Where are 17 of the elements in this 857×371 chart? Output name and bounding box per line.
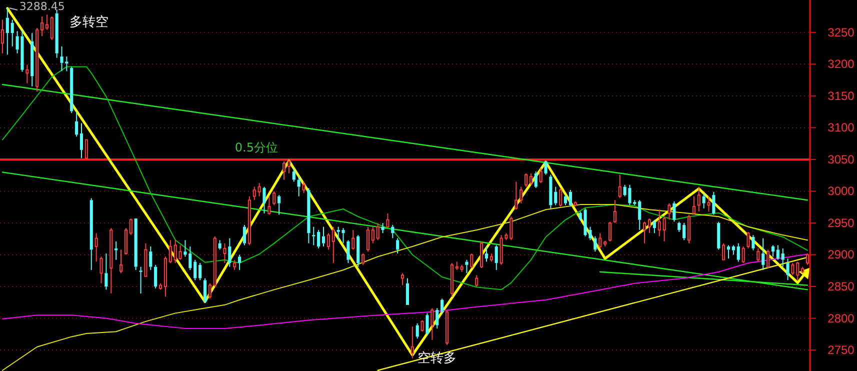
- line-series: [2, 204, 808, 371]
- y-tick-label: 3150: [828, 88, 855, 103]
- y-tick-label: 3250: [828, 25, 855, 40]
- annotation: 3288.45: [19, 0, 65, 13]
- y-tick-label: 2800: [828, 311, 855, 326]
- line-series: [2, 66, 808, 290]
- y-tick-label: 2850: [828, 280, 855, 294]
- y-tick-label: 2900: [828, 248, 855, 262]
- y-tick-label: 3100: [828, 120, 855, 135]
- y-tick-label: 2950: [828, 216, 855, 230]
- ref-line-label: 0.5分位: [234, 140, 278, 154]
- line-series: [2, 254, 808, 329]
- y-tick-label: 3000: [828, 184, 855, 198]
- y-tick-label: 2750: [828, 343, 855, 358]
- y-tick-label: 3200: [828, 57, 855, 72]
- annotation: 多转空: [69, 14, 108, 30]
- y-tick-label: 3050: [828, 152, 855, 166]
